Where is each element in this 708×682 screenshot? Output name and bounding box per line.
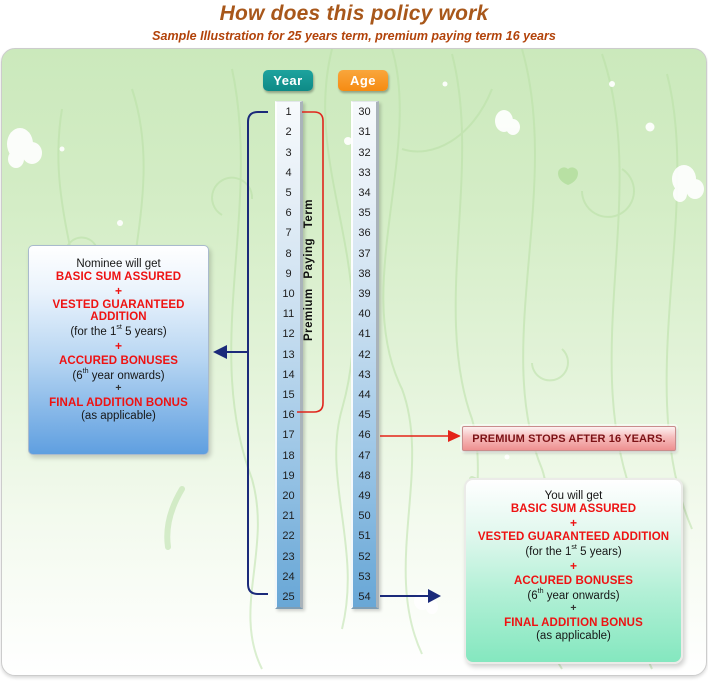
year-cell: 15 <box>282 388 295 401</box>
age-cell: 47 <box>358 449 371 462</box>
page-title: How does this policy work <box>219 2 489 25</box>
age-cell: 34 <box>358 186 371 199</box>
year-cell: 25 <box>282 590 295 603</box>
year-cell: 1 <box>285 106 292 119</box>
year-cell: 19 <box>282 469 295 482</box>
age-cell: 37 <box>358 247 371 260</box>
benefit-note-as-applicable: (as applicable) <box>81 409 156 422</box>
premium-stops-banner: PREMIUM STOPS AFTER 16 YEARS. <box>462 426 676 451</box>
year-cell: 16 <box>282 409 295 422</box>
year-cell: 9 <box>285 267 292 280</box>
page-subtitle: Sample Illustration for 25 years term, p… <box>152 29 556 43</box>
year-column: 1 2 3 4 5 6 7 8 9 10 11 12 13 14 15 16 17 18 19 20 21 22 23 24 2… <box>275 101 303 609</box>
benefit-accured-bonuses: ACCURED BONUSES <box>513 574 634 587</box>
benefit-final-addition-bonus: FINAL ADDITION BONUS <box>49 396 188 409</box>
year-cell: 6 <box>285 207 292 220</box>
year-cell: 3 <box>285 146 292 159</box>
age-cell: 31 <box>358 126 371 139</box>
benefit-vested-guaranteed-addition: VESTED GUARANTEED ADDITION <box>52 299 185 324</box>
age-cell: 44 <box>358 388 371 401</box>
year-cell: 13 <box>282 348 295 361</box>
note-superscript: th <box>82 366 89 375</box>
year-cell: 14 <box>282 368 295 381</box>
year-cell: 18 <box>282 449 295 462</box>
note-text: year onwards) <box>88 369 165 382</box>
age-cell: 39 <box>358 287 371 300</box>
benefit-vested-guaranteed-addition: VESTED GUARANTEED ADDITION <box>477 531 670 544</box>
maturity-benefits-box: You will get BASIC SUM ASSURED + VESTED … <box>464 478 683 664</box>
benefit-note-as-applicable: (as applicable) <box>536 629 611 642</box>
age-cell: 54 <box>358 590 371 603</box>
year-cell: 8 <box>285 247 292 260</box>
year-cell: 20 <box>282 489 295 502</box>
benefit-note-6th-year: (6th year onwards) <box>466 586 681 602</box>
year-cell: 2 <box>285 126 292 139</box>
age-column: 30 31 32 33 34 35 36 37 38 39 40 41 42 43 44 45 46 47 48 49… <box>351 101 379 609</box>
age-cell: 43 <box>358 368 371 381</box>
year-cell: 12 <box>282 328 295 341</box>
note-superscript: st <box>571 543 577 552</box>
benefit-basic-sum-assured: BASIC SUM ASSURED <box>55 271 182 283</box>
age-cell: 36 <box>358 227 371 240</box>
age-cell: 49 <box>358 489 371 502</box>
age-cell: 32 <box>358 146 371 159</box>
premium-paying-term-label: Premium Paying Term <box>303 198 315 342</box>
age-cell: 51 <box>358 530 371 543</box>
note-text: 5 years) <box>121 326 167 339</box>
year-cell: 23 <box>282 550 295 563</box>
year-cell: 7 <box>285 227 292 240</box>
age-cell: 41 <box>358 328 371 341</box>
note-text: (for the 1 <box>525 546 572 559</box>
plus-sign: + <box>115 382 122 395</box>
age-cell: 50 <box>358 510 371 523</box>
age-cell: 53 <box>358 570 371 583</box>
nominee-benefits-box: Nominee will get BASIC SUM ASSURED + VES… <box>28 245 209 455</box>
age-cell: 52 <box>358 550 371 563</box>
note-superscript: st <box>116 323 122 332</box>
year-cell: 24 <box>282 570 295 583</box>
age-cell: 30 <box>358 106 371 119</box>
year-cell: 11 <box>282 308 295 321</box>
age-cell: 38 <box>358 267 371 280</box>
age-cell: 48 <box>358 469 371 482</box>
age-cell: 45 <box>358 409 371 422</box>
note-text: (6 <box>72 369 83 382</box>
plus-sign: + <box>569 516 577 530</box>
year-cell: 22 <box>282 530 295 543</box>
nominee-box-intro: Nominee will get <box>76 258 161 270</box>
benefit-note-first-5-years: (for the 1st 5 years) <box>466 543 681 559</box>
benefit-note-6th-year: (6th year onwards) <box>29 366 208 382</box>
age-cell: 35 <box>358 207 371 220</box>
age-cell: 42 <box>358 348 371 361</box>
age-cell: 40 <box>358 308 371 321</box>
benefit-accured-bonuses: ACCURED BONUSES <box>58 354 179 367</box>
note-text: year onwards) <box>543 589 620 602</box>
year-cell: 5 <box>285 186 292 199</box>
benefit-note-first-5-years: (for the 1st 5 years) <box>29 323 208 339</box>
year-column-header: Year <box>263 70 313 91</box>
year-cell: 17 <box>282 429 295 442</box>
year-cell: 10 <box>282 287 295 300</box>
maturity-box-intro: You will get <box>544 490 603 502</box>
age-column-header: Age <box>338 70 388 91</box>
note-text: (for the 1 <box>70 326 117 339</box>
note-text: (6 <box>527 589 538 602</box>
plus-sign: + <box>569 559 577 574</box>
note-text: 5 years) <box>576 546 622 559</box>
benefit-basic-sum-assured: BASIC SUM ASSURED <box>510 503 637 515</box>
age-cell: 46 <box>358 429 371 442</box>
year-cell: 21 <box>282 510 295 523</box>
benefit-final-addition-bonus: FINAL ADDITION BONUS <box>504 616 643 629</box>
year-cell: 4 <box>285 166 292 179</box>
plus-sign: + <box>114 284 122 298</box>
note-superscript: th <box>537 586 544 595</box>
plus-sign: + <box>114 339 122 354</box>
age-cell: 33 <box>358 166 371 179</box>
plus-sign: + <box>570 602 577 615</box>
